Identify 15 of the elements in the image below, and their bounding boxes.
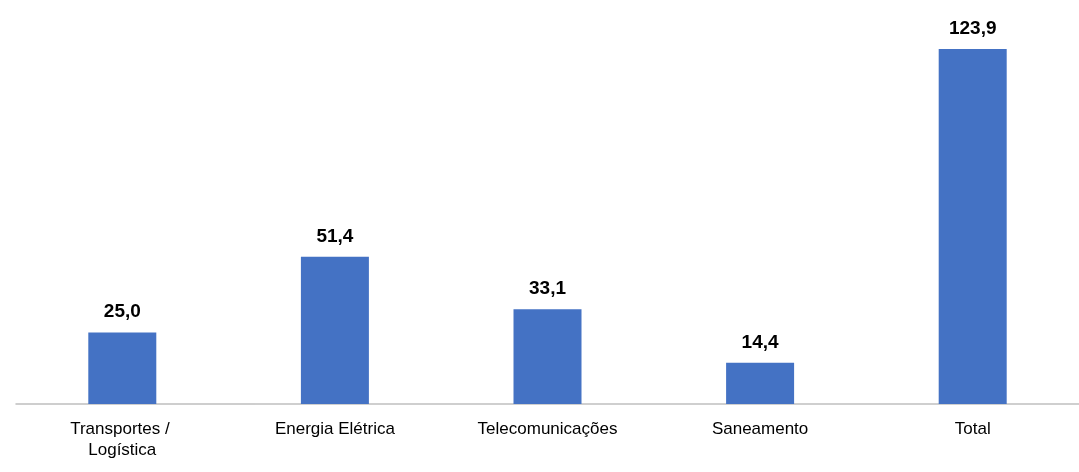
x-tick-label: Saneamento — [711, 419, 809, 438]
x-tick-label: Telecomunicações — [477, 419, 618, 438]
data-label: 14,4 — [741, 330, 780, 352]
x-tick-label: Total — [954, 419, 991, 438]
data-label: 123,9 — [948, 17, 997, 39]
data-label: 51,4 — [316, 224, 354, 246]
data-label: 33,1 — [529, 277, 567, 299]
x-tick-label: Transportes / Logística — [70, 419, 175, 459]
bar — [726, 362, 795, 404]
bar — [300, 256, 369, 404]
bar — [513, 309, 582, 404]
x-tick-label: Energia Elétrica — [274, 419, 396, 438]
bar — [938, 49, 1007, 404]
bar — [88, 332, 157, 404]
data-label: 25,0 — [103, 300, 141, 322]
